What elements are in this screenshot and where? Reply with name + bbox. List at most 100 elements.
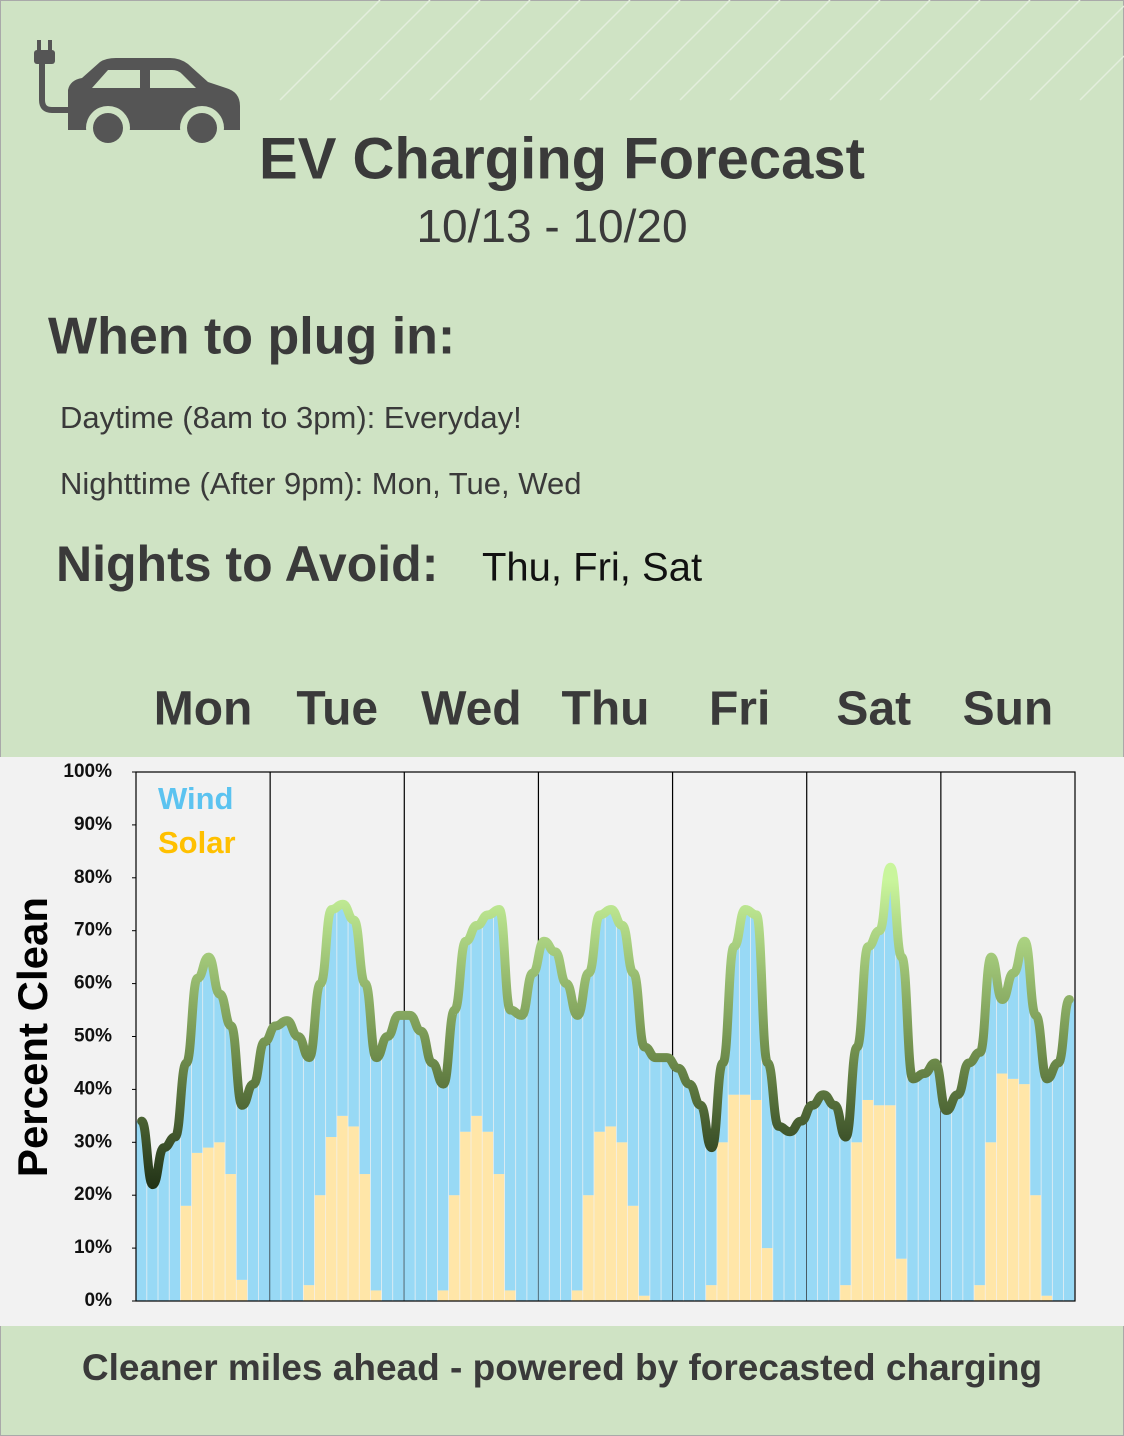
bar-solar — [191, 1152, 203, 1301]
y-tick-label: 80% — [74, 867, 112, 888]
bar-solar — [762, 1248, 773, 1301]
y-tick-label: 50% — [74, 1026, 112, 1047]
day-label: Fri — [709, 683, 770, 736]
bar-wind — [370, 1057, 382, 1291]
bar-wind — [795, 1121, 807, 1301]
bar-wind — [549, 951, 561, 1301]
bar-solar — [862, 1099, 874, 1301]
bar-wind — [829, 1105, 840, 1301]
bar-wind — [404, 1015, 415, 1301]
bar-wind — [381, 1036, 393, 1301]
bar-wind — [348, 920, 359, 1127]
bar-solar — [225, 1174, 236, 1301]
bar-solar — [1019, 1084, 1030, 1301]
bar-wind — [281, 1020, 292, 1301]
bar-solar — [203, 1147, 214, 1301]
y-tick-label: 100% — [63, 761, 112, 782]
bar-wind — [851, 1047, 862, 1143]
bar-solar — [616, 1142, 628, 1301]
y-tick-label: 60% — [74, 973, 112, 994]
bar-wind — [393, 1015, 404, 1301]
bar-solar — [728, 1094, 739, 1301]
bar-solar — [337, 1115, 348, 1301]
bar-wind — [940, 1110, 952, 1301]
stripes — [279, 0, 1124, 101]
y-tick-label: 20% — [74, 1184, 112, 1205]
bar-solar — [840, 1285, 851, 1301]
bar-wind — [996, 999, 1008, 1074]
bar-wind — [180, 1062, 192, 1206]
bar-wind — [471, 925, 482, 1116]
day-label: Sat — [836, 683, 911, 736]
bar-wind — [225, 1025, 236, 1175]
bar-wind — [773, 1126, 784, 1301]
bar-wind — [538, 941, 549, 1301]
bar-wind — [762, 1062, 773, 1249]
bar-solar — [739, 1094, 751, 1301]
bar-wind — [963, 1062, 974, 1301]
day-label: Wed — [421, 683, 521, 736]
bar-wind — [516, 1015, 527, 1301]
bar-wind — [717, 1062, 728, 1143]
bar-wind — [985, 957, 997, 1143]
y-tick-label: 10% — [74, 1237, 112, 1258]
bar-wind — [1052, 1062, 1064, 1301]
bar-solar — [314, 1195, 326, 1301]
y-tick-label: 30% — [74, 1131, 112, 1152]
bar-solar — [985, 1142, 997, 1301]
bar-wind — [728, 946, 739, 1095]
y-axis-label: Percent Clean — [9, 897, 56, 1177]
bar-wind — [214, 994, 225, 1143]
bar-wind — [694, 1105, 706, 1301]
legend-entry: Wind — [158, 781, 233, 816]
bar-wind — [560, 983, 572, 1301]
bar-solar — [370, 1290, 382, 1301]
bar-solar — [180, 1205, 192, 1301]
bar-wind — [1007, 973, 1019, 1079]
bar-wind — [739, 909, 751, 1095]
bar-wind — [236, 1105, 248, 1280]
bar-wind — [952, 1094, 963, 1301]
bar-wind — [650, 1057, 661, 1301]
bar-wind — [191, 978, 203, 1153]
bar-wind — [873, 930, 885, 1106]
bar-wind — [415, 1031, 426, 1301]
bar-solar — [996, 1073, 1008, 1301]
bar-solar — [460, 1131, 471, 1301]
bar-wind — [1019, 941, 1030, 1085]
bar-solar — [594, 1131, 605, 1301]
bar-wind — [247, 1084, 259, 1301]
bar-wind — [426, 1062, 438, 1301]
bar-solar — [639, 1295, 650, 1301]
avoid-days: Thu, Fri, Sat — [482, 546, 702, 590]
day-label: Thu — [562, 683, 650, 736]
daytime: Daytime (8am to 3pm): Everyday! — [60, 400, 522, 435]
bar-solar — [482, 1131, 494, 1301]
bar-wind — [460, 941, 471, 1132]
bar-wind — [896, 957, 907, 1259]
bar-wind — [1041, 1078, 1052, 1296]
bar-solar — [851, 1142, 862, 1301]
bar-solar — [504, 1290, 516, 1301]
bar-wind — [639, 1047, 650, 1296]
bar-wind — [504, 1010, 516, 1291]
bar-wind — [292, 1036, 303, 1301]
bar-wind — [1030, 1015, 1041, 1196]
bar-solar — [471, 1115, 482, 1301]
bar-wind — [270, 1025, 281, 1301]
bar-solar — [449, 1195, 460, 1301]
total-line — [137, 862, 1074, 1190]
car-icon — [34, 40, 240, 150]
bar-wind — [840, 1137, 851, 1286]
bar-wind — [437, 1084, 449, 1291]
bar-wind — [784, 1131, 795, 1301]
bar-solar — [214, 1142, 225, 1301]
bar-solar — [303, 1285, 315, 1301]
y-tick-label: 0% — [85, 1290, 113, 1311]
bar-solar — [326, 1137, 337, 1301]
bar-wind — [683, 1084, 695, 1301]
bar-solar — [884, 1105, 896, 1301]
bar-solar — [717, 1142, 728, 1301]
bar-solar — [896, 1258, 907, 1301]
